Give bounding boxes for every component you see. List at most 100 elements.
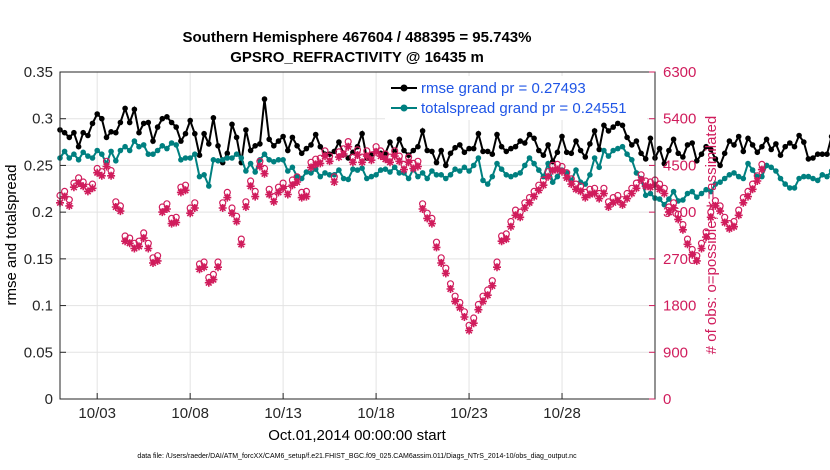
assimilated-obs-marker xyxy=(74,179,83,188)
assimilated-obs-marker xyxy=(664,208,673,217)
assimilated-obs-marker xyxy=(581,193,590,202)
data-point xyxy=(61,148,68,155)
data-point xyxy=(192,151,198,157)
data-point xyxy=(280,157,286,163)
footer-datafile: data file: /Users/raeder/DAI/ATM_forcXX/… xyxy=(137,453,577,460)
data-point xyxy=(694,194,700,200)
assimilated-obs-marker xyxy=(511,211,520,220)
data-point xyxy=(336,139,342,145)
data-point xyxy=(708,146,714,153)
data-point xyxy=(368,173,375,180)
data-point xyxy=(731,170,737,176)
data-point xyxy=(814,177,821,184)
data-point xyxy=(805,173,812,180)
data-point xyxy=(503,148,510,155)
data-point xyxy=(512,172,519,178)
data-point xyxy=(150,151,156,157)
data-point xyxy=(531,135,537,142)
data-point xyxy=(182,155,189,161)
assimilated-obs-marker xyxy=(604,203,613,211)
data-point xyxy=(782,181,788,187)
assimilated-obs-marker xyxy=(400,165,408,174)
assimilated-obs-marker xyxy=(116,207,125,216)
data-point xyxy=(629,142,635,148)
assimilated-obs-marker xyxy=(214,263,222,272)
assimilated-obs-marker xyxy=(181,186,190,195)
data-point xyxy=(168,119,175,126)
assimilated-obs-marker xyxy=(576,187,585,196)
data-point xyxy=(461,164,468,171)
data-point xyxy=(587,172,593,178)
assimilated-obs-marker xyxy=(506,222,515,231)
assimilated-obs-marker xyxy=(297,193,306,202)
data-point xyxy=(145,119,152,126)
data-point xyxy=(461,149,468,156)
x-tick-label: 10/03 xyxy=(78,405,116,422)
data-point xyxy=(438,172,445,178)
data-point xyxy=(656,145,663,152)
data-point xyxy=(536,167,542,173)
data-point xyxy=(215,158,221,164)
data-point xyxy=(391,164,398,171)
data-point xyxy=(187,117,193,124)
data-point xyxy=(150,138,156,144)
assimilated-obs-marker xyxy=(321,152,329,161)
assimilated-obs-marker xyxy=(334,153,343,162)
data-point xyxy=(243,127,249,133)
data-point xyxy=(526,131,533,138)
data-point xyxy=(401,147,407,154)
data-point xyxy=(656,196,663,202)
data-point xyxy=(75,157,82,163)
data-point xyxy=(591,155,598,161)
data-point xyxy=(568,150,575,157)
assimilated-obs-marker xyxy=(158,208,167,217)
data-point xyxy=(94,147,100,154)
data-point xyxy=(726,138,733,144)
data-point xyxy=(582,154,589,160)
data-point xyxy=(526,155,533,161)
assimilated-obs-marker xyxy=(613,196,622,205)
data-point xyxy=(619,143,626,150)
assimilated-obs-marker xyxy=(544,172,553,181)
data-point xyxy=(99,151,105,157)
data-point xyxy=(703,143,709,150)
legend-label-spread: totalspread grand pr = 0.24551 xyxy=(421,100,627,117)
data-point xyxy=(708,188,714,195)
data-point xyxy=(117,119,124,126)
y-tick-label-right: 4500 xyxy=(663,157,696,174)
data-point xyxy=(308,142,314,148)
assimilated-obs-marker xyxy=(330,178,339,186)
assimilated-obs-marker xyxy=(232,217,241,226)
assimilated-obs-marker xyxy=(678,225,687,234)
x-tick-label: 10/13 xyxy=(264,405,302,422)
data-point xyxy=(819,172,826,178)
assimilated-obs-marker xyxy=(251,192,260,201)
data-point xyxy=(433,172,440,178)
assimilated-obs-marker xyxy=(567,180,576,189)
data-point xyxy=(601,122,607,129)
possible-obs-marker xyxy=(65,196,73,204)
data-point xyxy=(224,150,231,157)
data-point xyxy=(429,168,435,174)
data-point xyxy=(229,155,235,161)
assimilated-obs-marker xyxy=(395,157,404,166)
data-point xyxy=(294,173,300,180)
data-point xyxy=(517,138,523,144)
assimilated-obs-marker xyxy=(725,224,734,233)
data-point xyxy=(735,173,742,180)
plot-area-frame xyxy=(59,71,656,400)
assimilated-obs-marker xyxy=(530,192,539,201)
data-point xyxy=(85,153,91,159)
assimilated-obs-marker xyxy=(446,285,455,293)
assimilated-obs-marker xyxy=(748,185,757,194)
data-point xyxy=(136,129,142,136)
data-point xyxy=(721,150,728,157)
data-point xyxy=(359,130,365,137)
data-point xyxy=(554,149,561,156)
assimilated-obs-marker xyxy=(451,297,460,306)
data-point xyxy=(684,190,691,197)
data-point xyxy=(113,158,119,164)
data-point xyxy=(192,130,198,137)
data-point xyxy=(289,134,296,141)
assimilated-obs-marker xyxy=(572,185,580,194)
